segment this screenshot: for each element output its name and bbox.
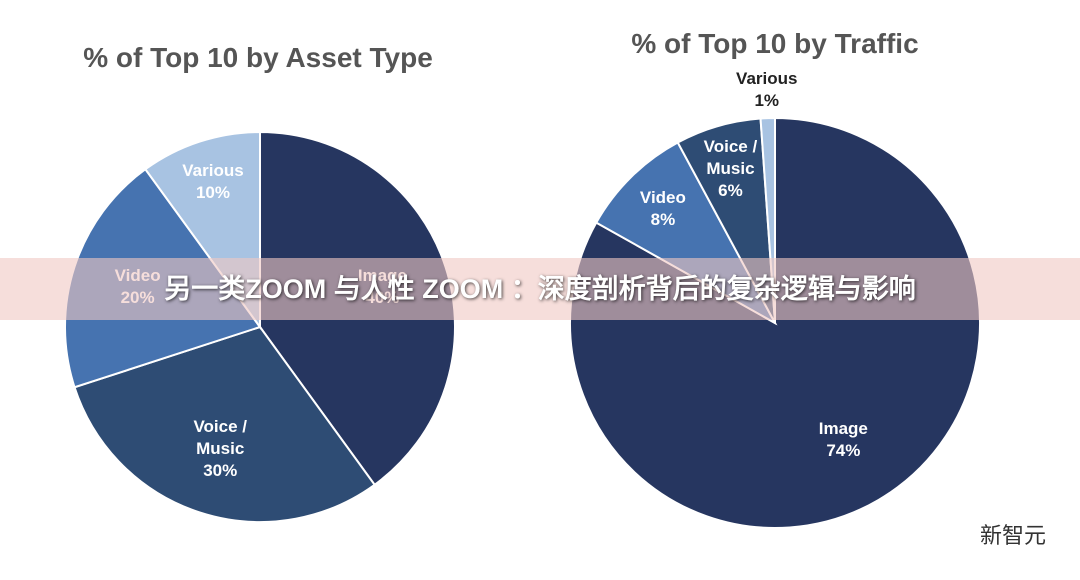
slice-label: Voice / Music 30% [175,416,265,482]
slice-label: Image 74% [798,418,888,462]
watermark: 新智元 [979,523,1046,548]
slice-label: Various 1% [722,68,812,112]
slice-value: 74% [826,440,861,460]
slice-value: 10% [195,183,230,203]
slice-label: Voice / Music 6% [685,136,775,202]
slice-name: Image [818,418,868,438]
pie-slice [73,325,377,523]
slice-value: 1% [754,91,780,111]
slice-name: Video [639,187,686,207]
slice-name: Various [736,69,798,89]
slice-value: 30% [203,461,238,481]
slice-name: Various [182,161,244,181]
chart-title: % of Top 10 by Traffic [631,28,919,59]
slice-label: Various 10% [168,160,258,204]
slice-name: Voice / Music [193,417,247,459]
slice-name: Voice / Music [703,137,758,179]
chart-title: % of Top 10 by Asset Type [83,42,433,73]
slice-value: 8% [650,209,676,229]
banner [0,258,1080,320]
slice-value: 6% [718,181,743,201]
headline: 另一类ZOOM 与人性 ZOOM ：深度剖析背后的复杂逻辑与影响 [164,274,916,304]
slice-label: Video 8% [618,187,708,231]
